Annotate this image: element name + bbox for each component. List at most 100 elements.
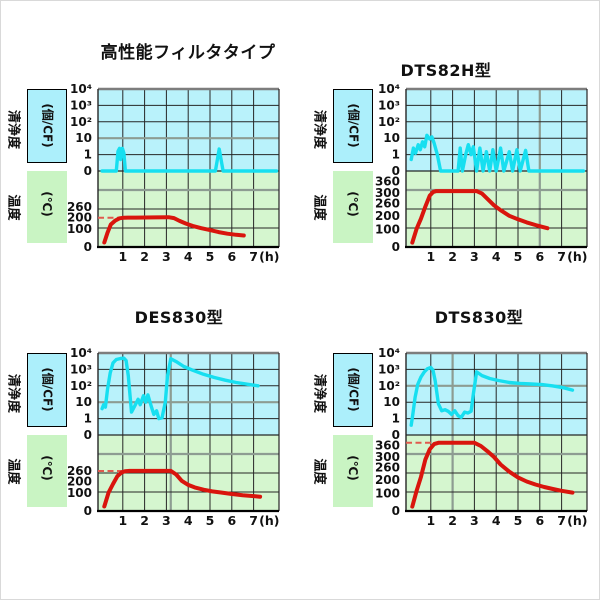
x-tick-label: 7 bbox=[557, 513, 566, 528]
temperature-tick-label: 260 bbox=[375, 461, 400, 475]
panel-title-dts82h: DTS82H型 bbox=[400, 61, 492, 80]
cleanliness-unit-box: (個/CF) bbox=[333, 89, 373, 163]
x-tick-label: 2 bbox=[140, 249, 149, 264]
x-unit-label: (h) bbox=[567, 249, 587, 264]
x-tick-label: 3 bbox=[470, 249, 479, 264]
temperature-tick-label: 260 bbox=[67, 464, 92, 478]
temperature-unit-box: (℃) bbox=[27, 435, 67, 507]
cleanliness-axis-label: 清浄度 bbox=[311, 373, 327, 413]
cleanliness-curve bbox=[100, 356, 260, 421]
temperature-curve bbox=[102, 215, 246, 245]
x-unit-label: (h) bbox=[259, 249, 279, 264]
temperature-axis-label: 温度 bbox=[5, 458, 21, 485]
x-tick-label: 1 bbox=[426, 513, 435, 528]
temperature-curve bbox=[410, 189, 550, 245]
temperature-unit-box: (℃) bbox=[333, 171, 373, 243]
cleanliness-tick-label: 10⁴ bbox=[378, 82, 400, 96]
cleanliness-tick-label: 1 bbox=[392, 412, 400, 426]
cleanliness-tick-label: 10 bbox=[383, 131, 400, 145]
x-tick-label: 4 bbox=[492, 513, 501, 528]
x-tick-label: 5 bbox=[514, 513, 523, 528]
temperature-tick-label: 100 bbox=[67, 222, 92, 236]
temperature-tick-label: 0 bbox=[392, 240, 400, 254]
temperature-tick-label: 200 bbox=[67, 211, 92, 225]
temperature-unit-label: (℃) bbox=[40, 191, 54, 217]
x-tick-label: 5 bbox=[206, 513, 215, 528]
cleanliness-tick-label: 10³ bbox=[378, 362, 400, 376]
cleanliness-unit-box: (個/CF) bbox=[27, 353, 67, 427]
temperature-axis-label: 温度 bbox=[5, 194, 21, 221]
x-tick-label: 4 bbox=[184, 249, 193, 264]
x-tick-label: 1 bbox=[118, 513, 127, 528]
panel-title-dts830: DTS830型 bbox=[434, 308, 524, 327]
temperature-tick-label: 300 bbox=[375, 450, 400, 464]
cleanliness-curve bbox=[409, 365, 575, 427]
cleanliness-axis-label: 清浄度 bbox=[5, 109, 21, 149]
temperature-tick-label: 260 bbox=[67, 200, 92, 214]
cleanliness-unit-label: (個/CF) bbox=[346, 103, 361, 148]
cleanliness-tick-label: 10³ bbox=[378, 98, 400, 112]
cleanliness-tick-label: 1 bbox=[392, 148, 400, 162]
panel-title-high-performance: 高性能フィルタタイプ bbox=[100, 43, 276, 63]
x-tick-label: 4 bbox=[492, 249, 501, 264]
x-tick-label: 7 bbox=[249, 249, 258, 264]
cleanliness-unit-box: (個/CF) bbox=[333, 353, 373, 427]
temperature-curve bbox=[102, 468, 263, 509]
temperature-unit-label: (℃) bbox=[346, 455, 360, 481]
cleanliness-tick-label: 1 bbox=[84, 412, 92, 426]
x-tick-label: 1 bbox=[118, 249, 127, 264]
cleanliness-axis-label: 清浄度 bbox=[5, 373, 21, 413]
temperature-unit-box: (℃) bbox=[27, 171, 67, 243]
temperature-tick-label: 260 bbox=[375, 197, 400, 211]
cleanliness-tick-label: 0 bbox=[84, 428, 92, 442]
x-tick-label: 6 bbox=[535, 249, 544, 264]
temperature-unit-label: (℃) bbox=[346, 191, 360, 217]
x-tick-label: 2 bbox=[448, 513, 457, 528]
cleanliness-tick-label: 10² bbox=[378, 379, 400, 393]
cleanliness-tick-label: 10² bbox=[378, 115, 400, 129]
x-tick-label: 2 bbox=[140, 513, 149, 528]
x-tick-label: 5 bbox=[206, 249, 215, 264]
temperature-tick-label: 200 bbox=[67, 475, 92, 489]
x-tick-label: 7 bbox=[249, 513, 258, 528]
temperature-curve bbox=[410, 440, 575, 509]
temperature-tick-label: 0 bbox=[392, 504, 400, 518]
temperature-tick-label: 360 bbox=[375, 439, 400, 453]
temperature-unit-box: (℃) bbox=[333, 435, 373, 507]
temperature-axis-label: 温度 bbox=[311, 194, 327, 221]
x-tick-label: 7 bbox=[557, 249, 566, 264]
cleanliness-tick-label: 10⁴ bbox=[378, 346, 400, 360]
cleanliness-tick-label: 0 bbox=[84, 164, 92, 178]
temperature-tick-label: 100 bbox=[67, 486, 92, 500]
temperature-tick-label: 0 bbox=[84, 504, 92, 518]
temperature-tick-label: 100 bbox=[375, 487, 400, 501]
x-tick-label: 6 bbox=[535, 513, 544, 528]
x-tick-label: 2 bbox=[448, 249, 457, 264]
cleanliness-curve bbox=[409, 133, 586, 173]
cleanliness-tick-label: 0 bbox=[392, 164, 400, 178]
temperature-axis-label: 温度 bbox=[311, 458, 327, 485]
temperature-tick-label: 360 bbox=[375, 175, 400, 189]
cleanliness-tick-label: 10 bbox=[75, 131, 92, 145]
x-tick-label: 1 bbox=[426, 249, 435, 264]
cleanliness-tick-label: 10 bbox=[383, 395, 400, 409]
temperature-unit-label: (℃) bbox=[40, 455, 54, 481]
cleanliness-tick-label: 10³ bbox=[70, 362, 92, 376]
temperature-tick-label: 0 bbox=[84, 240, 92, 254]
temperature-tick-label: 200 bbox=[375, 473, 400, 487]
temperature-tick-label: 200 bbox=[375, 209, 400, 223]
x-unit-label: (h) bbox=[567, 513, 587, 528]
cleanliness-tick-label: 1 bbox=[84, 148, 92, 162]
x-tick-label: 6 bbox=[227, 513, 236, 528]
cleanliness-tick-label: 0 bbox=[392, 428, 400, 442]
temperature-tick-label: 100 bbox=[375, 223, 400, 237]
x-unit-label: (h) bbox=[259, 513, 279, 528]
cleanliness-axis-label: 清浄度 bbox=[311, 109, 327, 149]
cleanliness-tick-label: 10³ bbox=[70, 98, 92, 112]
cleanliness-tick-label: 10⁴ bbox=[70, 346, 92, 360]
cleanliness-tick-label: 10² bbox=[70, 115, 92, 129]
